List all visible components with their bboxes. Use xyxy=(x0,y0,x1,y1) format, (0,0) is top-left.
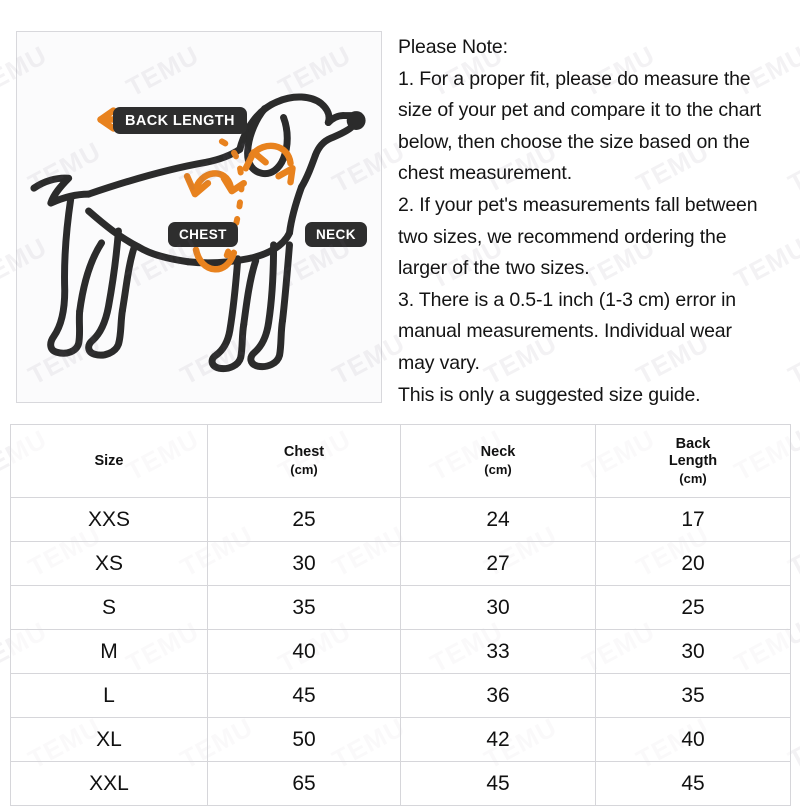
size-chart-header: Size Chest (cm) Neck (cm) Back Length (cm… xyxy=(10,424,791,498)
column-header-size: Size xyxy=(10,424,208,498)
neck-cell: 42 xyxy=(400,717,596,762)
column-header-neck-unit: (cm) xyxy=(484,462,512,477)
size-cell: XXL xyxy=(10,761,208,806)
neck-cell: 24 xyxy=(400,497,596,542)
neck-arrow-left xyxy=(242,149,269,172)
size-cell: S xyxy=(10,585,208,630)
chest-arrow-left xyxy=(183,172,212,198)
neck-cell: 45 xyxy=(400,761,596,806)
back-length-cell: 45 xyxy=(595,761,791,806)
column-header-chest-unit: (cm) xyxy=(290,462,318,477)
chest-cell: 45 xyxy=(207,673,401,718)
table-row: XL 50 42 40 xyxy=(10,717,791,762)
note-line-4: chest measurement. xyxy=(398,162,572,185)
note-line-10: may vary. xyxy=(398,351,480,374)
neck-cell: 33 xyxy=(400,629,596,674)
chest-label-text: CHEST xyxy=(179,227,227,242)
neck-cell: 36 xyxy=(400,673,596,718)
table-row: XS 30 27 20 xyxy=(10,541,791,586)
back-length-cell: 20 xyxy=(595,541,791,586)
chest-cell: 40 xyxy=(207,629,401,674)
size-cell: XXS xyxy=(10,497,208,542)
neck-cell: 27 xyxy=(400,541,596,586)
back-length-label-badge: BACK LENGTH xyxy=(113,107,247,134)
note-line-2: size of your pet and compare it to the c… xyxy=(398,99,762,122)
back-length-cell: 30 xyxy=(595,629,791,674)
chest-cell: 30 xyxy=(207,541,401,586)
top-section: BACK LENGTH CHEST NECK Please Note: 1. Fo… xyxy=(16,31,794,411)
neck-arrow-right xyxy=(275,165,296,186)
note-line-1: 1. For a proper fit, please do measure t… xyxy=(398,67,751,90)
note-line-5: 2. If your pet's measurements fall betwe… xyxy=(398,193,758,216)
chest-cell: 65 xyxy=(207,761,401,806)
dog-measurement-diagram: BACK LENGTH CHEST NECK xyxy=(16,31,382,403)
size-cell: XS xyxy=(10,541,208,586)
neck-label-badge: NECK xyxy=(305,222,367,247)
back-length-label-text: BACK LENGTH xyxy=(125,112,235,129)
chest-label-badge: CHEST xyxy=(168,222,238,247)
back-length-arrow-left xyxy=(97,107,117,132)
note-line-3: below, then choose the size based on the xyxy=(398,130,750,153)
note-line-6: two sizes, we recommend ordering the xyxy=(398,225,727,248)
table-row: XXL 65 45 45 xyxy=(10,761,791,806)
back-length-cell: 25 xyxy=(595,585,791,630)
table-row: L 45 36 35 xyxy=(10,673,791,718)
size-chart-table: Size Chest (cm) Neck (cm) Back Length (cm… xyxy=(10,424,791,806)
chest-cell: 50 xyxy=(207,717,401,762)
column-header-neck: Neck (cm) xyxy=(400,424,596,498)
chest-cell: 25 xyxy=(207,497,401,542)
column-header-back-length-unit: (cm) xyxy=(679,470,707,486)
back-length-cell: 40 xyxy=(595,717,791,762)
note-line-7: larger of the two sizes. xyxy=(398,257,590,280)
back-length-cell: 35 xyxy=(595,673,791,718)
back-length-cell: 17 xyxy=(595,497,791,542)
chest-loop-bottom xyxy=(192,246,238,273)
column-header-chest: Chest (cm) xyxy=(207,424,401,498)
column-header-size-main: Size xyxy=(94,452,124,469)
dog-illustration-svg xyxy=(30,93,366,373)
size-cell: L xyxy=(10,673,208,718)
neck-label-text: NECK xyxy=(316,227,356,242)
dog-body-outline xyxy=(30,93,366,373)
column-header-back-length-main: Back Length xyxy=(668,435,718,469)
note-line-0: Please Note: xyxy=(398,36,508,58)
column-header-back-length: Back Length (cm) xyxy=(595,424,791,498)
note-line-8: 3. There is a 0.5-1 inch (1-3 cm) error … xyxy=(398,288,736,311)
please-note-block: Please Note: 1. For a proper fit, please … xyxy=(398,32,794,411)
column-header-neck-main: Neck xyxy=(480,444,516,460)
table-header-row: Size Chest (cm) Neck (cm) Back Length (cm… xyxy=(10,424,791,498)
size-cell: XL xyxy=(10,717,208,762)
table-row: XXS 25 24 17 xyxy=(10,497,791,542)
note-line-11: This is only a suggested size guide. xyxy=(398,383,701,406)
chest-cell: 35 xyxy=(207,585,401,630)
table-row: S 35 30 25 xyxy=(10,585,791,630)
column-header-chest-main: Chest xyxy=(283,444,325,460)
table-row: M 40 33 30 xyxy=(10,629,791,674)
chest-girth-dashed-line xyxy=(218,138,245,268)
neck-cell: 30 xyxy=(400,585,596,630)
note-line-9: manual measurements. Individual wear xyxy=(398,320,732,343)
size-chart-body: XXS 25 24 17 XS 30 27 20 S 35 30 25 M 40 33 30 L 45 36 35 XL… xyxy=(10,497,791,806)
size-cell: M xyxy=(10,629,208,674)
